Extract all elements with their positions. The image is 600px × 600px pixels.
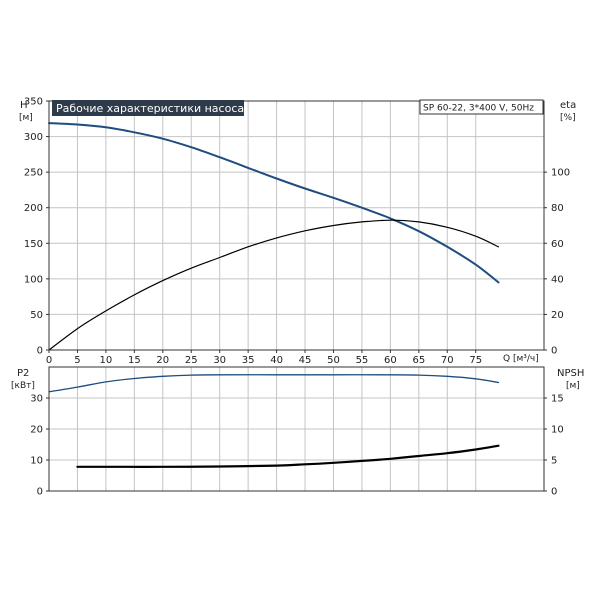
x-tick-label: 65 [412,355,425,366]
subtitle-box [419,99,544,115]
left-tick-label: 300 [24,132,43,143]
power-curve [48,374,500,393]
efficiency-curve [48,219,500,351]
top-panel-grid [49,100,544,350]
x-tick-label: 20 [156,355,169,366]
left-tick-label: 250 [24,168,43,179]
left-tick-label: 200 [24,203,43,214]
left-tick-label: 30 [30,394,43,405]
x-tick-label: 0 [46,355,52,366]
right-tick-label: 80 [551,203,564,214]
left-tick-label: 350 [24,97,43,108]
left-tick-label: 0 [37,487,43,498]
left-tick-label: 50 [30,310,43,321]
bottom-panel-curves [48,374,500,468]
top-panel-curves [48,122,500,351]
right-tick-label: 60 [551,239,564,250]
left-tick-label: 100 [24,274,43,285]
left-tick-label: 0 [37,346,43,357]
bottom-right-tick-labels: 0 5 10 15 [544,394,564,498]
x-tick-label: 5 [74,355,80,366]
left-tick-label: 150 [24,239,43,250]
x-tick-label: 60 [384,355,397,366]
top-x-tick-labels: 0 5 10 15 20 25 30 35 40 45 50 55 60 65 70 75 [46,350,482,366]
h-axis-label: H [20,100,28,111]
left-tick-label: 20 [30,425,43,436]
x-tick-label: 75 [469,355,482,366]
x-tick-label: 70 [441,355,454,366]
p2-axis-label: P2 [17,368,29,379]
h-axis-unit: [м] [19,113,33,123]
eta-axis-label: eta [560,100,576,111]
x-tick-label: 15 [128,355,141,366]
x-tick-label: 55 [356,355,369,366]
chart-title: Рабочие характеристики насоса [56,102,244,115]
chart-subtitle: SP 60-22, 3*400 V, 50Hz [423,104,534,114]
right-tick-label: 40 [551,274,564,285]
p2-axis-unit: [кВт] [11,381,35,391]
top-left-tick-labels: 0 50 100 150 200 250 300 350 [24,97,49,357]
x-tick-label: 45 [299,355,312,366]
x-tick-label: 35 [242,355,255,366]
right-tick-label: 0 [551,346,557,357]
x-tick-label: 25 [185,355,198,366]
top-right-tick-labels: 0 20 40 60 80 100 [544,168,570,357]
x-tick-label: 10 [100,355,113,366]
right-tick-label: 100 [551,168,570,179]
x-tick-label: 30 [213,355,226,366]
right-tick-label: 10 [551,425,564,436]
title-box [52,100,244,116]
bottom-left-tick-labels: 0 10 20 30 [30,394,49,498]
left-tick-label: 10 [30,456,43,467]
right-tick-label: 5 [551,456,557,467]
q-axis-label: Q [м³/ч] [503,354,539,364]
npsh-curve [76,444,500,468]
head-curve [48,122,500,284]
eta-axis-unit: [%] [560,113,576,123]
right-tick-label: 20 [551,310,564,321]
top-panel-frame [48,100,545,351]
npsh-axis-unit: [м] [566,381,580,391]
x-tick-label: 40 [270,355,283,366]
x-tick-label: 50 [327,355,340,366]
right-tick-label: 0 [551,487,557,498]
right-tick-label: 15 [551,394,564,405]
npsh-axis-label: NPSH [557,368,584,379]
bottom-panel-grid [49,367,544,491]
